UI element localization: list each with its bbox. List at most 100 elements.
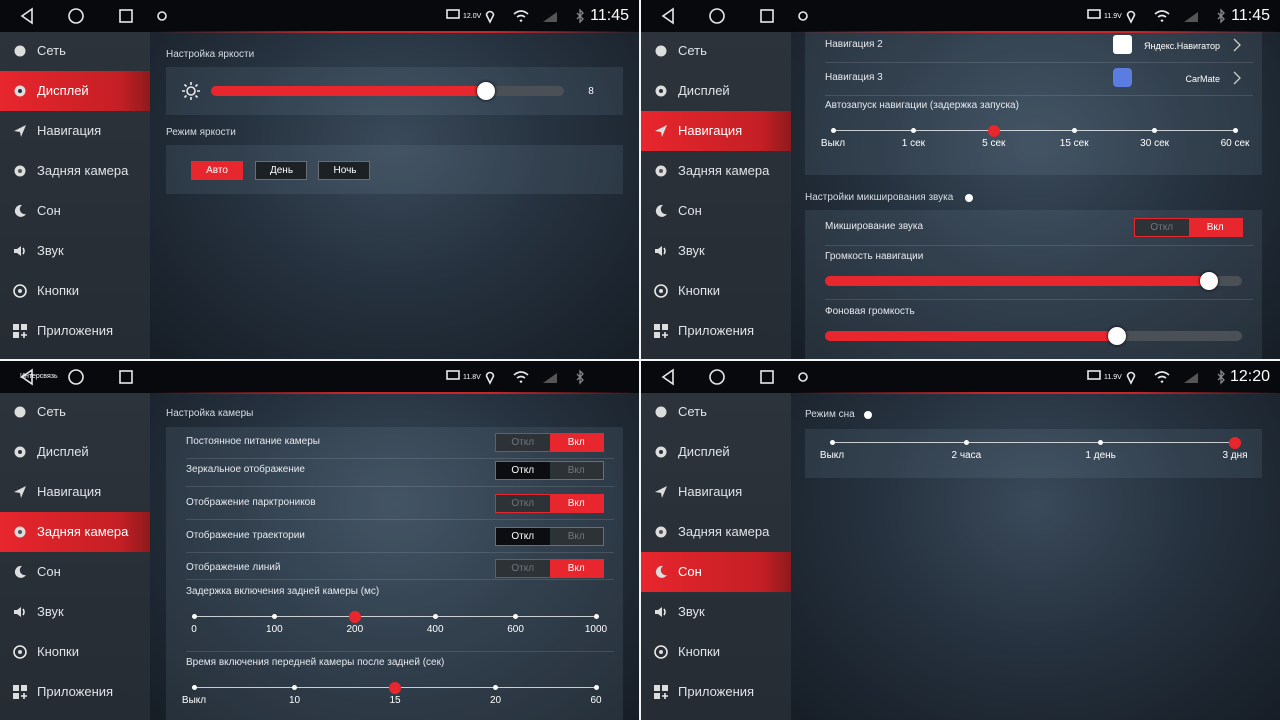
stepper-dot[interactable] xyxy=(271,614,277,619)
menu-item[interactable]: Дисплей xyxy=(641,432,791,472)
stepper-dot[interactable] xyxy=(493,685,498,690)
slider-knob[interactable] xyxy=(1199,272,1218,290)
bluetooth-icon xyxy=(1217,8,1225,24)
menu-item[interactable]: Звук xyxy=(0,592,150,632)
content: Настройка яркости 8 Режим яркости Авто День Н… xyxy=(150,0,639,359)
menu-item[interactable]: Звук xyxy=(0,231,150,271)
stepper-dot[interactable] xyxy=(191,685,197,690)
stepper-selected[interactable] xyxy=(987,124,1000,137)
toggle-option[interactable]: Откл xyxy=(496,462,550,479)
stepper-label: 0 xyxy=(191,624,197,635)
menu-item[interactable]: Задняя камера xyxy=(0,512,150,552)
stepper-dot[interactable] xyxy=(1071,128,1077,133)
stepper-dot[interactable] xyxy=(432,614,438,619)
stepper-dot[interactable] xyxy=(1098,440,1104,445)
menu-item[interactable]: Навигация xyxy=(641,472,791,512)
menu-icon xyxy=(14,526,26,538)
menu-item[interactable]: Приложения xyxy=(0,311,150,351)
stepper-dot[interactable] xyxy=(1152,128,1158,133)
menu-item[interactable]: Дисплей xyxy=(641,71,791,111)
toggle-option[interactable]: Вкл xyxy=(549,462,603,479)
stepper-dot[interactable] xyxy=(593,685,599,690)
menu-item[interactable]: Сеть xyxy=(0,31,150,71)
stepper-dot[interactable] xyxy=(292,685,297,690)
menu-item[interactable]: Навигация xyxy=(0,472,150,512)
menu-item[interactable]: Звук xyxy=(641,592,791,632)
row-label: Навигация 3 xyxy=(825,72,883,83)
mode-button[interactable]: День xyxy=(254,161,307,180)
screen-panel: Настройка яркости 8 Режим яркости Авто День Н… xyxy=(0,0,639,359)
toggle-option[interactable]: Откл xyxy=(496,495,550,512)
stepper-label: Выкл xyxy=(181,695,207,706)
slider-knob[interactable] xyxy=(477,82,496,100)
menu-item[interactable]: Навигация xyxy=(0,111,150,151)
menu-item[interactable]: Приложения xyxy=(0,672,150,712)
toggle-option[interactable]: Вкл xyxy=(549,495,603,512)
stepper-selected[interactable] xyxy=(1229,436,1241,449)
toggle-option[interactable]: Откл xyxy=(496,528,550,545)
menu-item[interactable]: Дисплей xyxy=(0,432,150,472)
battery-shape xyxy=(446,8,460,19)
mode-label: Авто xyxy=(206,164,228,176)
pin-shape xyxy=(1126,371,1136,385)
menu-item[interactable]: Сеть xyxy=(0,392,150,432)
menu-item[interactable]: Сеть xyxy=(641,31,791,71)
status-glow xyxy=(150,392,639,394)
stepper-dot[interactable] xyxy=(910,128,916,133)
toggle-option[interactable]: Откл xyxy=(496,434,550,451)
toggle[interactable]: Откл Вкл xyxy=(495,527,604,546)
toggle[interactable]: Откл Вкл xyxy=(495,433,604,452)
menu-item[interactable]: Сон xyxy=(0,191,150,231)
stepper-dot[interactable] xyxy=(830,128,836,133)
stepper-dot[interactable] xyxy=(593,614,599,619)
camera-lens xyxy=(659,169,663,173)
menu-item[interactable]: Задняя камера xyxy=(641,151,791,191)
status-bar: Интерсвязь 11.8V xyxy=(0,361,639,393)
toggle-option[interactable]: Вкл xyxy=(549,560,603,577)
menu-item[interactable]: Кнопки xyxy=(0,271,150,311)
signal-icon xyxy=(1184,373,1198,383)
menu-item[interactable]: Сон xyxy=(641,191,791,231)
nav-arrow xyxy=(14,486,26,498)
menu-item[interactable]: Сеть xyxy=(641,392,791,432)
globe xyxy=(655,45,667,57)
mode-button[interactable]: Ночь xyxy=(318,161,370,180)
stepper-selected[interactable] xyxy=(389,681,401,694)
menu-icon xyxy=(655,204,667,217)
stepper-dot[interactable] xyxy=(513,614,519,619)
stepper-dot[interactable] xyxy=(1232,128,1238,133)
slider-knob[interactable] xyxy=(1107,327,1126,345)
mode-button[interactable]: Авто xyxy=(191,161,243,180)
stepper-dot[interactable] xyxy=(963,440,969,445)
menu-item[interactable]: Навигация xyxy=(641,111,791,151)
toggle-option[interactable]: Вкл xyxy=(1188,219,1242,236)
toggle[interactable]: Откл Вкл xyxy=(495,461,604,480)
toggle-option[interactable]: Откл xyxy=(1135,219,1189,236)
stepper-dot[interactable] xyxy=(829,440,835,445)
menu-item[interactable]: Приложения xyxy=(641,311,791,351)
status-bar: 11.9V 11:45 xyxy=(641,0,1280,32)
signal-shape xyxy=(543,373,557,383)
toggle-option[interactable]: Вкл xyxy=(549,528,603,545)
stepper-dot[interactable] xyxy=(191,614,197,619)
menu-label: Навигация xyxy=(37,484,102,499)
toggle[interactable]: Откл Вкл xyxy=(1134,218,1243,237)
toggle-option[interactable]: Вкл xyxy=(549,434,603,451)
toggle[interactable]: Откл Вкл xyxy=(495,494,604,513)
menu-item[interactable]: Приложения xyxy=(641,672,791,712)
menu-item[interactable]: Дисплей xyxy=(0,71,150,111)
menu-item[interactable]: Сон xyxy=(641,552,791,592)
menu-item[interactable]: Задняя камера xyxy=(641,512,791,552)
menu-item[interactable]: Кнопки xyxy=(641,632,791,672)
menu-item[interactable]: Кнопки xyxy=(0,632,150,672)
toggle-option[interactable]: Откл xyxy=(496,560,550,577)
home-button xyxy=(709,8,725,24)
back-shape xyxy=(20,368,33,386)
stepper-selected[interactable] xyxy=(348,610,361,623)
menu-item[interactable]: Кнопки xyxy=(641,271,791,311)
menu-item[interactable]: Задняя камера xyxy=(0,151,150,191)
menu-item[interactable]: Сон xyxy=(0,552,150,592)
toggle[interactable]: Откл Вкл xyxy=(495,559,604,578)
menu-item[interactable]: Звук xyxy=(641,231,791,271)
globe xyxy=(14,45,26,57)
